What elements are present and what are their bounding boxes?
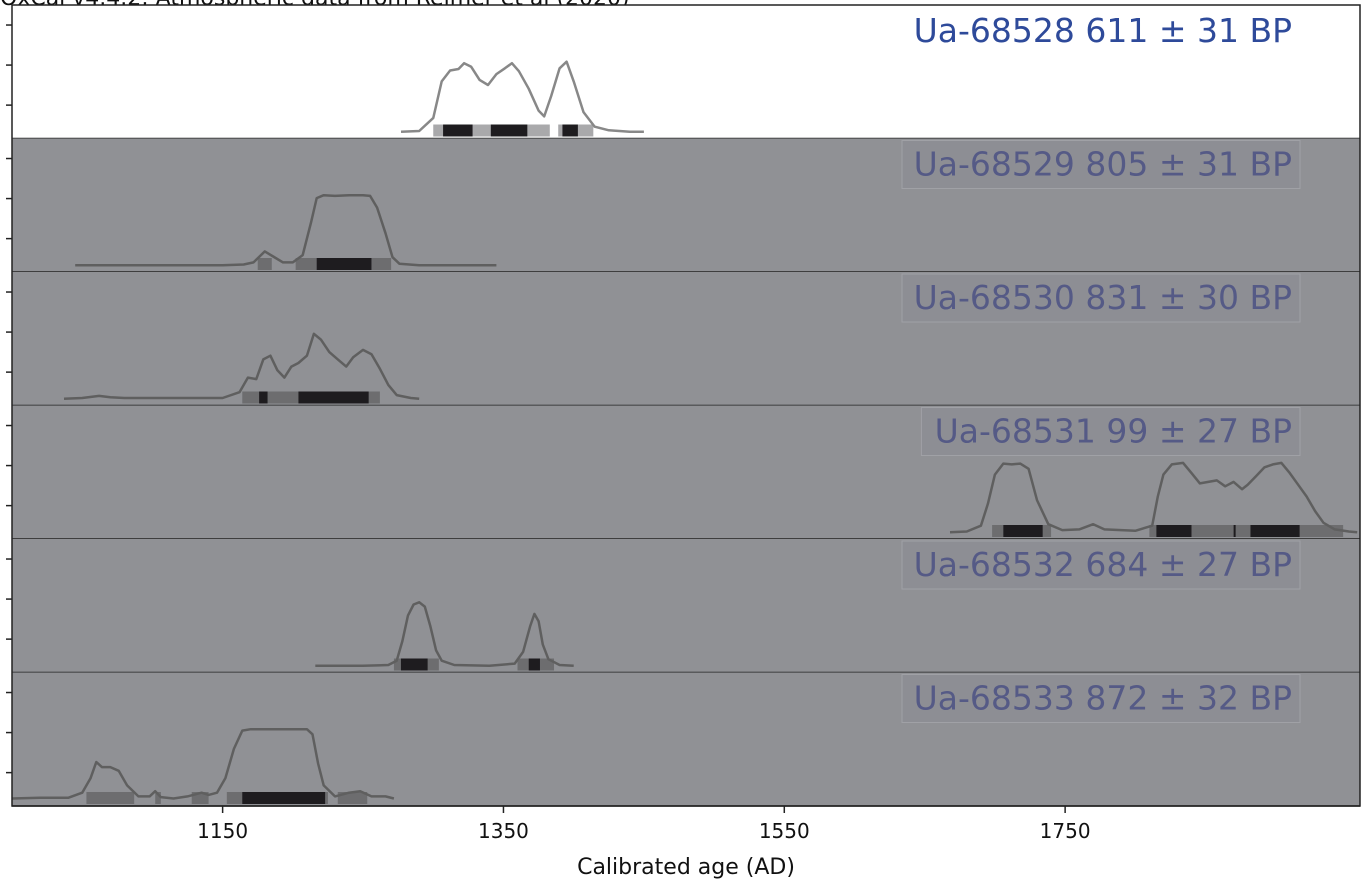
panels-group: Ua-68528 611 ± 31 BP Ua-68529 805 ± 31 BP… [6,4,1361,807]
x-tick-label: 1550 [759,819,810,843]
x-tick-label: 1350 [478,819,529,843]
x-axis-title: Calibrated age (AD) [577,855,795,880]
range-1sigma-bar [1250,525,1300,537]
sample-label: Ua-68528 611 ± 31 BP [914,11,1292,50]
range-1sigma-bar [562,124,578,137]
x-tick-label: 1750 [1040,819,1091,843]
range-2sigma-bar [155,792,161,804]
range-2sigma-bar [257,258,272,270]
panel-3: Ua-68530 831 ± 30 BP [6,272,1360,407]
range-1sigma-bar [1233,525,1236,537]
x-axis: 1150 1350 1550 1750 [197,806,1091,843]
range-1sigma-bar [1156,525,1192,537]
label-box [920,407,1301,456]
probability-curve [949,461,1358,534]
sample-label: Ua-68529 805 ± 31 BP [914,145,1292,184]
sample-label: Ua-68531 99 ± 27 BP [935,412,1292,451]
sample-label: Ua-68533 872 ± 32 BP [914,679,1292,718]
range-1sigma-bar [1003,525,1043,537]
probability-curve [400,60,644,134]
range-1sigma-bar [316,258,372,270]
range-1sigma-bar [400,658,428,671]
label-box [901,540,1301,590]
range-1sigma-bar [490,124,528,137]
panel-1: Ua-68528 611 ± 31 BP [6,5,1360,140]
panel-2: Ua-68529 805 ± 31 BP [6,138,1360,273]
label-box [901,140,1301,189]
panel-6: Ua-68533 872 ± 32 BP [6,672,1360,807]
x-tick-label: 1150 [197,819,248,843]
probability-curve [315,601,574,668]
label-box [901,273,1301,323]
sample-label: Ua-68532 684 ± 27 BP [914,545,1292,584]
probability-curve [11,727,395,800]
label-box [901,674,1301,723]
plot-frame [11,4,1361,807]
panel-background [12,5,1360,139]
range-1sigma-bar [443,124,473,137]
range-2sigma-bar [86,792,135,804]
sample-label: Ua-68530 831 ± 30 BP [914,278,1292,317]
panel-4: Ua-68531 99 ± 27 BP [6,405,1360,540]
range-1sigma-bar [242,792,326,804]
probability-curve [63,332,420,401]
range-1sigma-bar [528,658,540,671]
range-1sigma-bar [298,391,369,404]
panel-5: Ua-68532 684 ± 27 BP [6,539,1360,674]
range-1sigma-bar [259,391,268,404]
probability-curve [75,193,497,267]
